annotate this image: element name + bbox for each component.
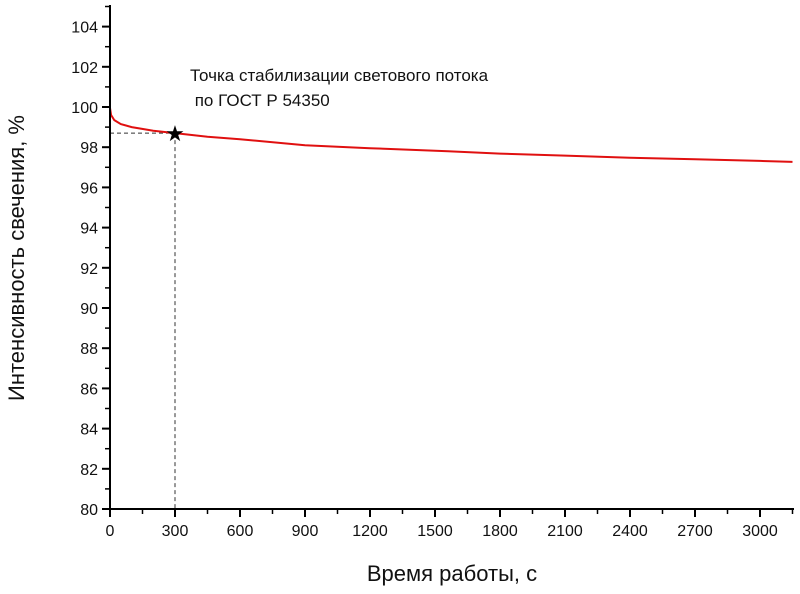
y-tick-label: 82: [80, 462, 98, 479]
y-tick-label: 94: [80, 221, 98, 238]
annotation-line-2: по ГОСТ Р 54350: [190, 91, 330, 110]
guides: [110, 132, 176, 509]
x-tick-label: 900: [292, 523, 319, 540]
x-tick-label: 2100: [547, 523, 583, 540]
y-axis-title: Интенсивность свечения, %: [4, 115, 29, 401]
x-tick-label: 1200: [352, 523, 388, 540]
series-line: [109, 107, 793, 163]
ticks: 0 300 600 900 1200 1500 1800 2100 2400 2700 3000 80…: [71, 5, 794, 540]
stabilization-point-star: ★: [165, 121, 185, 146]
y-tick-label: 88: [80, 341, 98, 358]
y-tick-label: 92: [80, 261, 98, 278]
y-tick-label: 96: [80, 180, 98, 197]
x-tick-label: 1800: [482, 523, 518, 540]
x-tick-label: 0: [106, 523, 115, 540]
y-tick-label: 102: [71, 60, 98, 77]
y-tick-label: 104: [71, 20, 98, 37]
x-tick-label: 3000: [742, 523, 778, 540]
x-axis-title: Время работы, с: [367, 561, 537, 586]
x-tick-label: 600: [227, 523, 254, 540]
x-tick-label: 300: [162, 523, 189, 540]
x-tick-label: 2400: [612, 523, 648, 540]
annotation-line-1: Точка стабилизации светового потока: [190, 66, 489, 85]
y-tick-label: 90: [80, 301, 98, 318]
y-tick-label: 84: [80, 422, 98, 439]
y-tick-label: 80: [80, 502, 98, 519]
x-tick-label: 2700: [677, 523, 713, 540]
y-tick-label: 86: [80, 381, 98, 398]
x-tick-label: 1500: [417, 523, 453, 540]
y-tick-label: 100: [71, 100, 98, 117]
y-tick-label: 98: [80, 140, 98, 157]
